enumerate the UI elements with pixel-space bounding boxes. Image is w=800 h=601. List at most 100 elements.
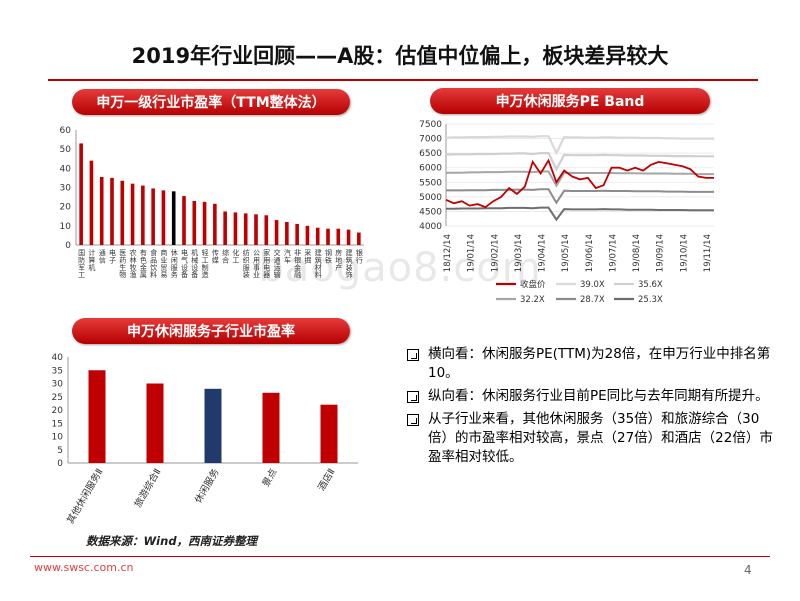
x-tick-label: 19/02/14 — [490, 234, 500, 272]
legend-label: 收盘价 — [520, 279, 546, 290]
x-tick-label: 公用事业 — [253, 249, 260, 279]
x-tick-label: 其他休闲服务Ⅱ — [64, 467, 105, 526]
y-tick-label: 35 — [52, 366, 63, 376]
bar — [79, 143, 83, 245]
x-tick-label: 机械设备 — [191, 248, 198, 279]
x-tick-label: 电气设备 — [181, 248, 188, 279]
checkbox-bullet-icon — [407, 414, 419, 426]
y-tick-label: 60 — [60, 126, 72, 136]
x-tick-label: 计算机 — [88, 248, 95, 272]
x-tick-label: 有色金属 — [140, 248, 147, 279]
x-tick-label: 采掘 — [304, 248, 311, 264]
pe-industry-bar-chart: 0 10 20 30 40 50 60 国防军工计算机通信电子医药生物农林牧渔有色金属食品饮料… — [60, 126, 364, 279]
x-tick-label: 19/11/14 — [703, 234, 713, 272]
x-tick-label: 食品饮料 — [150, 248, 157, 279]
bar — [192, 200, 197, 245]
x-tick-label: 酒店Ⅱ — [315, 467, 337, 494]
x-tick-label: 国防军工 — [78, 249, 85, 279]
x-tick-label: 农林牧渔 — [130, 248, 137, 279]
legend-label: 28.7X — [580, 295, 605, 305]
x-tick-label: 汽车 — [284, 248, 291, 264]
checkbox-bullet-icon — [407, 349, 419, 361]
bullet-text: 从子行业来看，其他休闲服务（35倍）和旅游综合（30倍）的市盈率相对较高，景点（… — [428, 411, 773, 465]
y-tick-label: 20 — [52, 406, 64, 416]
close-price-line — [445, 158, 714, 209]
x-tick-label: 19/03/14 — [514, 234, 524, 272]
x-tick-label: 景点 — [261, 467, 280, 489]
y-tick-label: 0 — [65, 241, 71, 251]
y-tick-label: 30 — [52, 380, 64, 390]
bar — [99, 176, 104, 245]
y-tick-label: 10 — [52, 433, 64, 443]
bar — [130, 183, 135, 245]
bar — [223, 211, 227, 245]
pe-band-chart-title: 申万休闲服务PE Band — [430, 88, 710, 114]
band-line-39.0X — [445, 135, 714, 156]
x-tick-label: 休闲服务 — [171, 248, 178, 279]
y-tick-label: 15 — [52, 419, 63, 429]
x-tick-label: 旅游综合Ⅱ — [132, 467, 164, 510]
bullet-list: 横向看：休闲服务PE(TTM)为28倍，在申万行业中排名第10。 纵向看：休闲服… — [406, 345, 776, 471]
y-tick-label: 7500 — [419, 120, 442, 130]
x-tick-label: 交通运输 — [274, 248, 281, 279]
x-tick-label: 轻工制造 — [202, 248, 209, 279]
bar — [88, 370, 106, 463]
watermark: baogao8.com — [258, 245, 542, 291]
sub-industry-chart-title: 申万休闲服务子行业市盈率 — [72, 318, 350, 344]
x-tick-label: 休闲服务 — [192, 466, 222, 505]
checkbox-bullet-icon — [407, 391, 419, 403]
data-source-note: 数据来源：Wind，西南证券整理 — [86, 534, 258, 548]
bar — [204, 388, 222, 463]
x-tick-label: 19/07/14 — [608, 234, 618, 272]
y-tick-label: 4500 — [419, 207, 442, 217]
x-tick-label: 19/01/14 — [467, 234, 477, 272]
x-tick-label: 19/04/14 — [538, 234, 548, 272]
x-tick-label: 纺织服装 — [243, 248, 250, 279]
bullet-text: 横向看：休闲服务PE(TTM)为28倍，在申万行业中排名第10。 — [428, 346, 771, 381]
y-tick-label: 50 — [60, 145, 72, 155]
x-tick-label: 钢铁 — [325, 248, 332, 264]
bar — [182, 196, 186, 245]
band-line-28.7X — [446, 188, 714, 205]
x-tick-label: 非银金融 — [294, 248, 301, 279]
y-tick-label: 5 — [57, 446, 63, 456]
pe-band-line-chart: 4000 4500 5000 5500 6000 6500 7000 7500 18/12/14… — [419, 120, 714, 305]
legend-label: 35.6X — [638, 280, 663, 290]
y-tick-label: 10 — [60, 222, 72, 232]
y-tick-label: 5000 — [419, 193, 442, 203]
x-tick-label: 19/10/14 — [679, 234, 689, 272]
bullet-item: 横向看：休闲服务PE(TTM)为28倍，在申万行业中排名第10。 — [406, 345, 776, 383]
bar — [320, 404, 338, 463]
y-tick-label: 30 — [60, 184, 72, 194]
bullet-item: 纵向看：休闲服务行业目前PE同比与去年同期有所提升。 — [406, 387, 776, 406]
band-line-25.3X — [446, 206, 714, 222]
bar — [161, 190, 166, 245]
y-tick-label: 7000 — [419, 135, 442, 145]
bar — [264, 215, 269, 245]
bar — [89, 160, 94, 245]
x-tick-label: 电子 — [109, 248, 116, 264]
legend-label: 39.0X — [580, 280, 605, 290]
bar — [305, 225, 310, 245]
x-tick-label: 综合 — [222, 248, 229, 264]
x-tick-label: 家用电器 — [263, 248, 270, 279]
y-tick-label: 5500 — [419, 178, 442, 188]
footer-divider — [30, 556, 770, 557]
bar — [171, 191, 176, 245]
legend-label: 32.2X — [520, 295, 545, 305]
x-tick-label: 传媒 — [212, 248, 219, 264]
x-tick-label: 银行 — [356, 248, 363, 264]
bar — [110, 177, 114, 245]
bar — [315, 227, 320, 245]
bar — [262, 392, 280, 463]
title-divider — [48, 79, 758, 81]
x-tick-label: 通信 — [99, 248, 106, 264]
x-tick-label: 19/09/14 — [656, 234, 666, 272]
x-tick-label: 19/05/14 — [561, 234, 571, 272]
x-tick-label: 房地产 — [335, 248, 342, 272]
legend-label: 25.3X — [638, 295, 663, 305]
bar — [254, 214, 258, 245]
x-tick-label: 商业贸易 — [160, 248, 167, 279]
x-tick-label: 化工 — [232, 248, 239, 264]
pe-industry-chart-title: 申万一级行业市盈率（TTM整体法） — [72, 89, 350, 115]
